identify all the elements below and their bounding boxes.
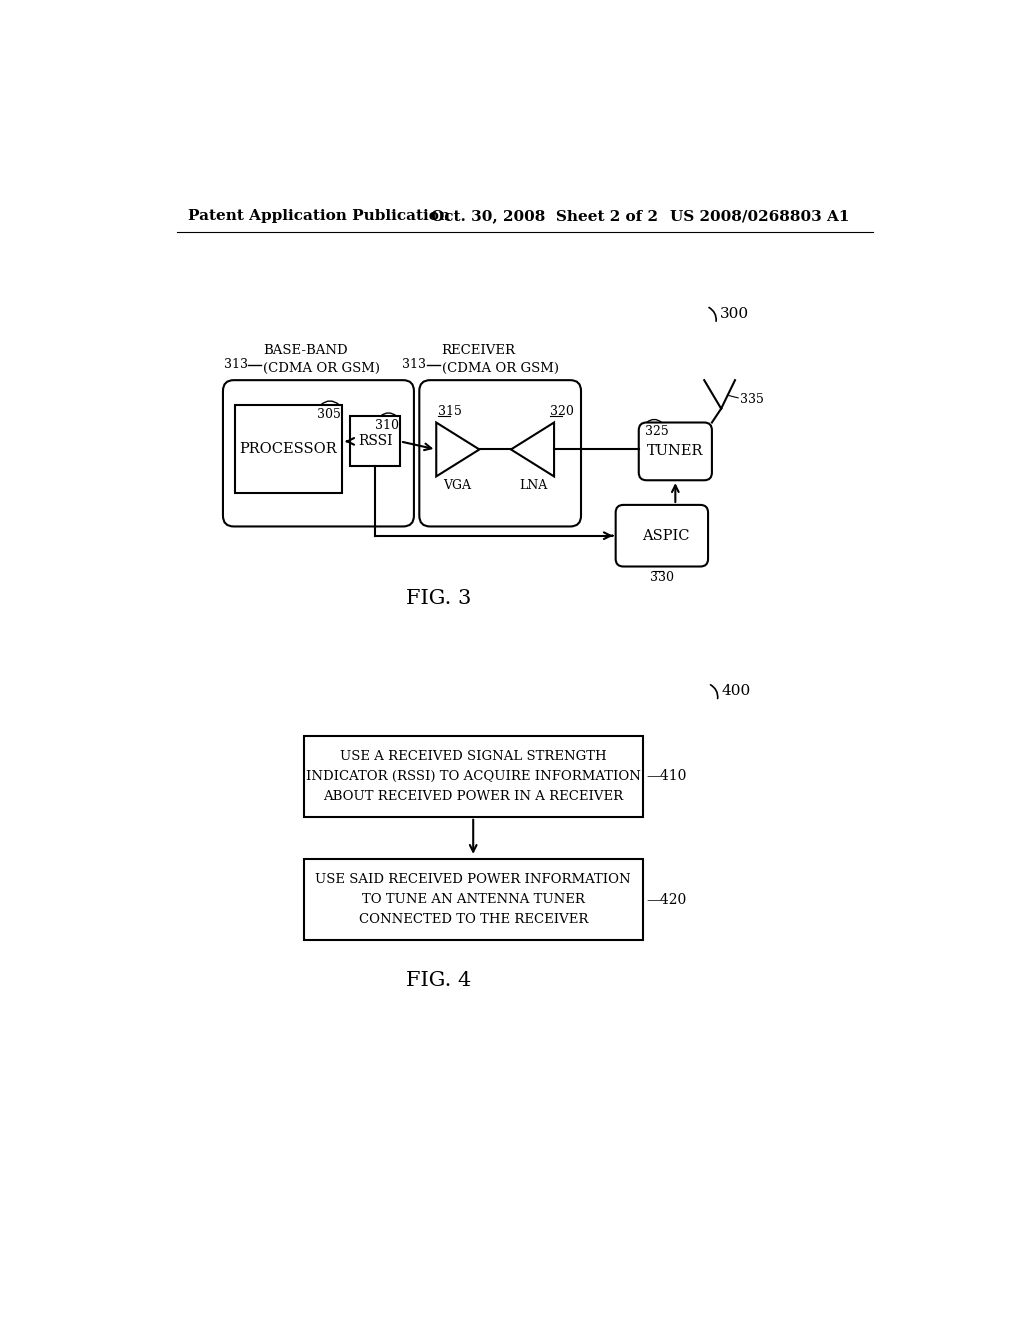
Text: TUNER: TUNER	[647, 445, 703, 458]
Text: USE SAID RECEIVED POWER INFORMATION
TO TUNE AN ANTENNA TUNER
CONNECTED TO THE RE: USE SAID RECEIVED POWER INFORMATION TO T…	[315, 873, 631, 927]
Text: 305: 305	[316, 408, 341, 421]
Bar	[304, 737, 643, 817]
Text: VGA: VGA	[443, 479, 471, 492]
Text: 315: 315	[438, 405, 462, 418]
Text: FIG. 4: FIG. 4	[406, 972, 471, 990]
Bar	[234, 405, 342, 494]
Text: RECEIVER
(CDMA OR GSM): RECEIVER (CDMA OR GSM)	[441, 345, 559, 375]
Text: BASE-BAND
(CDMA OR GSM): BASE-BAND (CDMA OR GSM)	[263, 345, 380, 375]
Text: 300: 300	[720, 308, 749, 321]
Text: ASPIC: ASPIC	[642, 529, 689, 543]
Text: 313: 313	[402, 358, 426, 371]
FancyBboxPatch shape	[419, 380, 581, 527]
Text: US 2008/0268803 A1: US 2008/0268803 A1	[670, 209, 849, 223]
Text: —420: —420	[646, 892, 687, 907]
Text: LNA: LNA	[519, 479, 548, 492]
Text: 330: 330	[650, 570, 674, 583]
Text: —410: —410	[646, 770, 687, 783]
Text: 313: 313	[223, 358, 248, 371]
Text: 320: 320	[550, 405, 574, 418]
Text: USE A RECEIVED SIGNAL STRENGTH
INDICATOR (RSSI) TO ACQUIRE INFORMATION
ABOUT REC: USE A RECEIVED SIGNAL STRENGTH INDICATOR…	[306, 750, 641, 803]
Bar	[350, 416, 400, 466]
Text: Oct. 30, 2008  Sheet 2 of 2: Oct. 30, 2008 Sheet 2 of 2	[431, 209, 657, 223]
Text: 310: 310	[375, 418, 398, 432]
Text: PROCESSOR: PROCESSOR	[240, 442, 337, 457]
FancyBboxPatch shape	[223, 380, 414, 527]
Text: RSSI: RSSI	[357, 434, 392, 449]
Text: 400: 400	[721, 684, 751, 698]
Text: FIG. 3: FIG. 3	[406, 589, 471, 609]
Text: 335: 335	[740, 393, 764, 407]
FancyBboxPatch shape	[639, 422, 712, 480]
Text: 325: 325	[645, 425, 669, 438]
FancyBboxPatch shape	[615, 506, 708, 566]
Bar	[304, 859, 643, 940]
Text: Patent Application Publication: Patent Application Publication	[188, 209, 451, 223]
